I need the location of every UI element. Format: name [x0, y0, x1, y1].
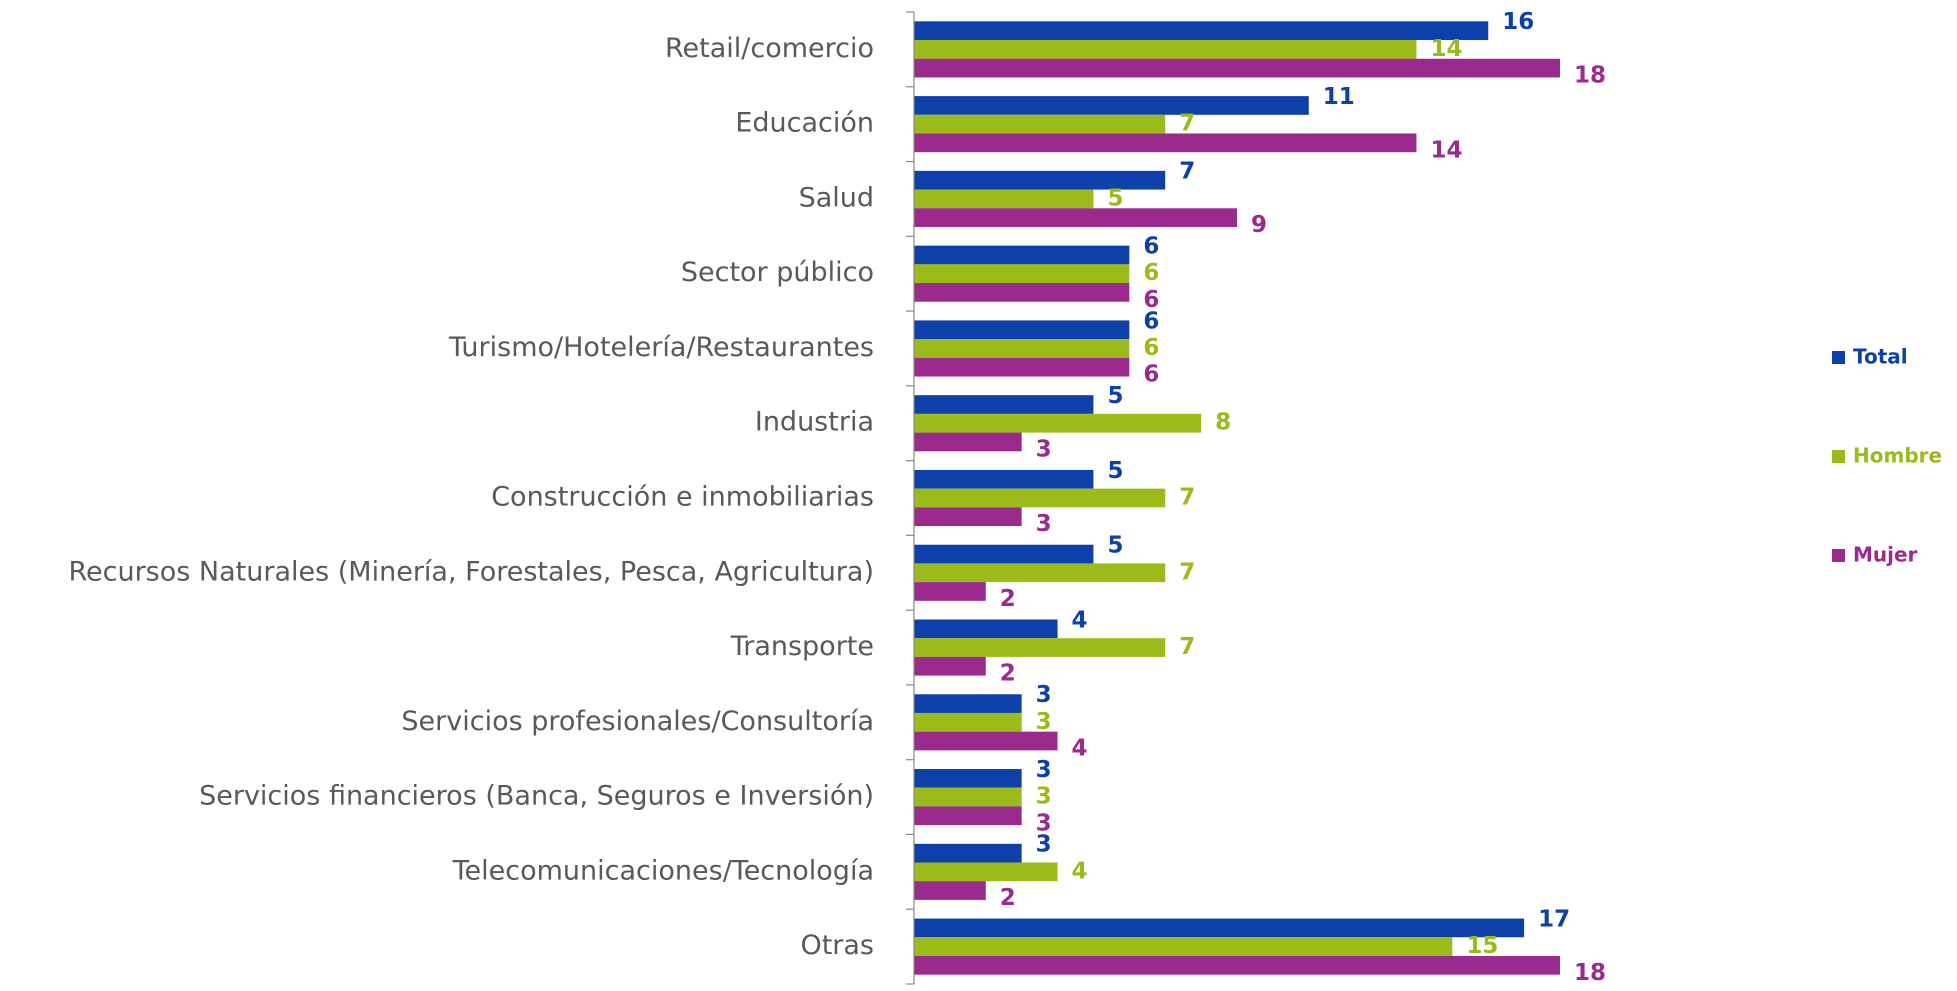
bar: [914, 58, 1560, 78]
value-label: 6: [1143, 287, 1159, 313]
value-label: 9: [1251, 212, 1267, 238]
value-label: 5: [1107, 458, 1123, 484]
bar: [914, 339, 1130, 358]
bar: [914, 189, 1094, 209]
value-label: 4: [1072, 607, 1088, 633]
value-label: 3: [1036, 784, 1052, 810]
value-label: 7: [1179, 485, 1195, 511]
value-label: 3: [1036, 511, 1052, 537]
bar: [914, 432, 1022, 452]
bar: [914, 96, 1309, 115]
category-label: Salud: [799, 182, 874, 213]
bar: [914, 544, 1094, 564]
bar: [914, 881, 986, 900]
bar: [914, 320, 1130, 340]
bar: [914, 170, 1166, 190]
bar: [914, 656, 986, 676]
category-label: Industria: [755, 407, 874, 438]
category-label: Retail/comercio: [665, 33, 874, 64]
bar: [914, 488, 1166, 508]
category-label: Otras: [800, 930, 874, 961]
bar: [914, 264, 1130, 284]
category-label: Recursos Naturales (Minería, Forestales,…: [68, 556, 874, 587]
bar: [914, 955, 1560, 975]
bar: [914, 40, 1417, 59]
value-label: 6: [1143, 362, 1159, 388]
value-label: 3: [1036, 709, 1052, 735]
value-label: 16: [1502, 9, 1534, 35]
value-label: 5: [1107, 533, 1123, 559]
value-label: 3: [1036, 682, 1052, 708]
bar: [914, 862, 1058, 882]
legend-label: Hombre: [1853, 444, 1942, 468]
value-label: 3: [1036, 810, 1052, 836]
bar: [914, 563, 1166, 583]
bar: [914, 731, 1058, 751]
value-label: 11: [1323, 84, 1355, 110]
value-label: 7: [1179, 559, 1195, 585]
value-label: 6: [1143, 233, 1159, 259]
value-label: 6: [1143, 260, 1159, 286]
bar: [914, 937, 1453, 956]
bar: [914, 357, 1130, 377]
bar: [914, 208, 1237, 227]
bar: [914, 638, 1166, 657]
category-label: Servicios financieros (Banca, Seguros e …: [199, 781, 874, 812]
bar: [914, 114, 1166, 134]
value-label: 17: [1538, 906, 1570, 932]
category-label: Sector público: [681, 257, 874, 288]
legend-swatch: [1832, 549, 1845, 562]
bar: [914, 413, 1202, 433]
value-label: 5: [1107, 383, 1123, 409]
legend-label: Total: [1853, 345, 1908, 369]
value-label: 7: [1179, 634, 1195, 660]
value-label: 15: [1466, 933, 1498, 959]
category-label: Servicios profesionales/Consultoría: [401, 706, 874, 737]
value-label: 7: [1179, 159, 1195, 185]
value-label: 14: [1430, 36, 1462, 62]
legend-swatch: [1832, 351, 1845, 364]
bar: [914, 694, 1022, 713]
bar: [914, 582, 986, 601]
category-label: Turismo/Hotelería/Restaurantes: [448, 332, 874, 363]
value-label: 4: [1072, 736, 1088, 762]
value-label: 18: [1574, 960, 1606, 986]
legend-label: Mujer: [1853, 543, 1918, 567]
value-label: 14: [1430, 137, 1462, 163]
legend-swatch: [1832, 450, 1845, 463]
value-label: 5: [1107, 185, 1123, 211]
bar: [914, 21, 1489, 41]
value-label: 4: [1072, 858, 1088, 884]
bar: [914, 619, 1058, 639]
value-label: 3: [1036, 436, 1052, 462]
category-label: Telecomunicaciones/Tecnología: [452, 855, 874, 886]
category-label: Construcción e inmobiliarias: [491, 482, 874, 513]
value-label: 2: [1000, 885, 1016, 911]
bar: [914, 712, 1022, 732]
bar: [914, 469, 1094, 489]
value-label: 3: [1036, 757, 1052, 783]
bar: [914, 843, 1022, 863]
value-label: 3: [1036, 832, 1052, 858]
value-label: 8: [1215, 410, 1231, 436]
value-label: 6: [1143, 335, 1159, 361]
bar: [914, 918, 1525, 938]
bar: [914, 395, 1094, 414]
bar: [914, 769, 1022, 788]
value-label: 18: [1574, 63, 1606, 89]
bar: [914, 283, 1130, 302]
value-label: 2: [1000, 661, 1016, 687]
bar: [914, 245, 1130, 265]
category-label: Educación: [735, 108, 874, 139]
value-label: 6: [1143, 308, 1159, 334]
bar: [914, 133, 1417, 153]
category-label: Transporte: [730, 631, 874, 662]
bar: [914, 507, 1022, 527]
bar: [914, 806, 1022, 826]
value-label: 2: [1000, 586, 1016, 612]
bar: [914, 787, 1022, 807]
value-label: 7: [1179, 111, 1195, 137]
